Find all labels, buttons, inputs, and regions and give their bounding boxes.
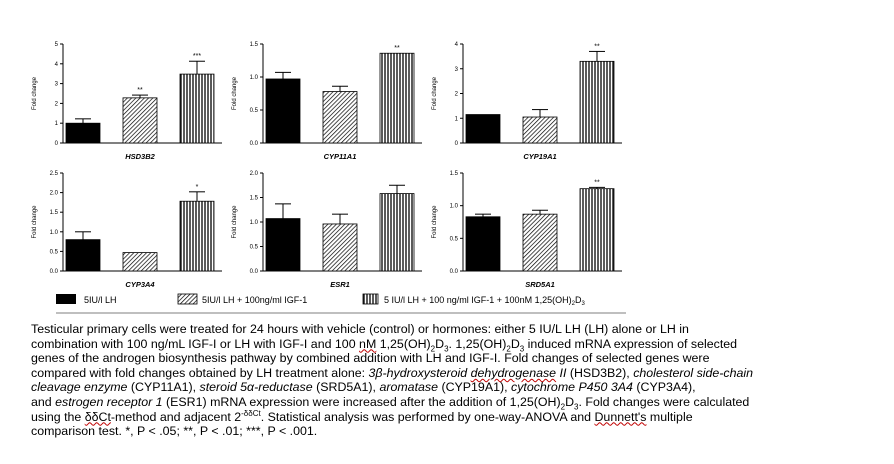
y-tick-label: 1.0 xyxy=(450,204,459,210)
y-tick-label: 0.0 xyxy=(250,269,259,275)
bar xyxy=(265,218,301,272)
y-tick-label: 0.5 xyxy=(250,245,259,251)
y-tick-label: 3 xyxy=(55,82,59,88)
legend-label-lh-igf: 5IU/l LH + 100ng/ml IGF-1 xyxy=(202,295,307,305)
significance-label: ** xyxy=(137,87,143,94)
gene-label: ESR1 xyxy=(330,280,350,289)
bar xyxy=(379,193,415,272)
y-tick-label: 2 xyxy=(455,92,459,98)
significance-label: ** xyxy=(594,179,600,186)
y-tick-label: 0 xyxy=(55,141,59,147)
y-tick-label: 0.5 xyxy=(50,249,59,255)
caption-line-2: combination with 100 ng/mL IGF-I or LH w… xyxy=(31,336,738,354)
y-tick-label: 3 xyxy=(455,67,459,73)
legend-swatch-vstripe xyxy=(362,293,379,305)
y-tick-label: 1.5 xyxy=(250,196,259,202)
bar xyxy=(522,116,558,144)
y-tick-label: 4 xyxy=(455,42,459,48)
gene-label: HSD3B2 xyxy=(125,152,155,161)
y-tick-label: 0.5 xyxy=(250,108,259,114)
y-tick-label: 1.0 xyxy=(250,220,259,226)
y-tick-label: 2.5 xyxy=(50,171,59,177)
y-tick-label: 1 xyxy=(55,121,59,127)
y-tick-label: 1.5 xyxy=(250,42,259,48)
y-axis-label: Fold change xyxy=(32,205,38,239)
bar xyxy=(522,213,558,272)
bar xyxy=(179,200,215,272)
y-tick-label: 0.0 xyxy=(250,141,259,147)
legend-swatch-hatch xyxy=(177,293,198,305)
bar xyxy=(465,216,501,272)
significance-label: ** xyxy=(594,43,600,50)
chart-panel-esr1: 0.0 0.5 1.0 1.5 2.0 Fold change ESR1 xyxy=(232,171,422,289)
gene-label: SRD5A1 xyxy=(525,280,555,289)
y-tick-label: 4 xyxy=(55,62,59,68)
y-tick-label: 1.5 xyxy=(50,210,59,216)
bar xyxy=(579,60,615,144)
significance-label: * xyxy=(196,184,199,191)
caption-line-6: and estrogen receptor 1 (ESR1) mRNA expr… xyxy=(31,394,750,412)
bar xyxy=(122,252,158,272)
caption-line-4: compared with fold changes obtained by L… xyxy=(31,365,754,380)
bar xyxy=(65,239,101,272)
y-tick-label: 0 xyxy=(455,141,459,147)
chart-panel-srd5a1: 0.0 0.5 1.0 1.5 Fold change ** SRD5A1 xyxy=(432,171,622,289)
bar xyxy=(322,223,358,272)
bar xyxy=(265,78,301,144)
legend-swatch-solid xyxy=(56,294,76,304)
y-tick-label: 0.0 xyxy=(50,269,59,275)
y-tick-label: 0.5 xyxy=(450,236,459,242)
y-axis-label: Fold change xyxy=(232,205,238,239)
y-axis-label: Fold change xyxy=(432,76,438,110)
bar xyxy=(179,73,215,144)
caption-line-1: Testicular primary cells were treated fo… xyxy=(31,322,689,336)
y-axis-label: Fold change xyxy=(32,76,38,110)
y-tick-label: 1.0 xyxy=(250,75,259,81)
bar xyxy=(465,114,501,144)
chart-panel-cyp11a1: 0.0 0.5 1.0 1.5 Fold change ** CYP11A1 xyxy=(232,42,422,161)
y-tick-label: 2 xyxy=(55,101,59,107)
caption-line-8: comparison test. *, P < .05; **, P < .01… xyxy=(31,424,318,439)
caption-line-5: cleavage enzyme (CYP11A1), steroid 5α-re… xyxy=(31,380,696,395)
significance-label: ** xyxy=(394,45,400,52)
bar xyxy=(122,97,158,144)
y-tick-label: 1.0 xyxy=(50,230,59,236)
y-tick-label: 1.5 xyxy=(450,171,459,177)
legend: 5IU/l LH 5IU/l LH + 100ng/ml IGF-1 5 IU/… xyxy=(56,293,585,307)
gene-label: CYP19A1 xyxy=(523,152,556,161)
bar xyxy=(322,91,358,144)
bar xyxy=(579,188,615,272)
bar xyxy=(65,122,101,144)
legend-label-lh-igf-vitd: 5 IU/l LH + 100 ng/ml IGF-1 + 100nM 1,25… xyxy=(384,295,585,307)
bar xyxy=(379,52,415,144)
y-tick-label: 0.0 xyxy=(450,269,459,275)
chart-panel-cyp19a1: 0 1 2 3 4 Fold change ** CYP19A1 xyxy=(432,42,622,161)
y-axis-label: Fold change xyxy=(432,205,438,239)
y-tick-label: 5 xyxy=(55,42,59,48)
caption-line-7: using the δδCt-method and adjacent 2-δδC… xyxy=(31,408,693,424)
caption-line-3: genes of the androgen biosynthesis pathw… xyxy=(31,351,710,366)
chart-panel-cyp3a4: 0.0 0.5 1.0 1.5 2.0 2.5 Fold change * CYP3A4 xyxy=(32,171,222,289)
y-axis-label: Fold change xyxy=(232,76,238,110)
y-tick-label: 2.0 xyxy=(50,191,59,197)
significance-label: *** xyxy=(193,53,201,60)
y-tick-label: 1 xyxy=(455,116,459,122)
gene-label: CYP11A1 xyxy=(324,152,357,161)
figure-caption: Testicular primary cells were treated fo… xyxy=(31,322,871,439)
gene-label: CYP3A4 xyxy=(125,280,155,289)
y-tick-label: 2.0 xyxy=(250,171,259,177)
legend-label-lh: 5IU/l LH xyxy=(84,295,117,305)
